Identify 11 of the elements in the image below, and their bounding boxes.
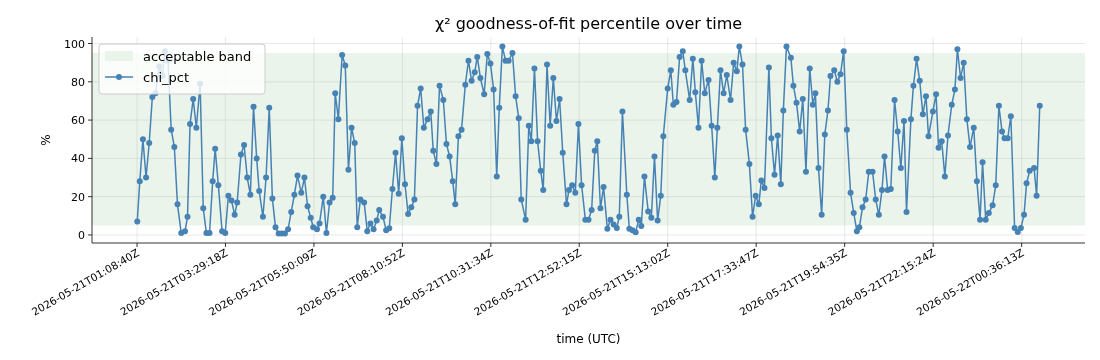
y-tick-label: 80 xyxy=(71,75,85,89)
legend-label: chi_pct xyxy=(143,69,189,85)
y-tick-label: 40 xyxy=(71,152,85,166)
y-tick-label: 20 xyxy=(71,190,85,204)
y-axis-title: % xyxy=(39,134,53,146)
band-label: acceptable band xyxy=(143,48,252,64)
y-tick-label: 60 xyxy=(71,114,85,128)
chart-title: χ² goodness-of-fit percentile over time xyxy=(434,14,743,33)
y-tick-label: 100 xyxy=(64,37,85,51)
x-axis-title: time (UTC) xyxy=(556,332,621,346)
y-tick-label: 0 xyxy=(78,228,85,242)
